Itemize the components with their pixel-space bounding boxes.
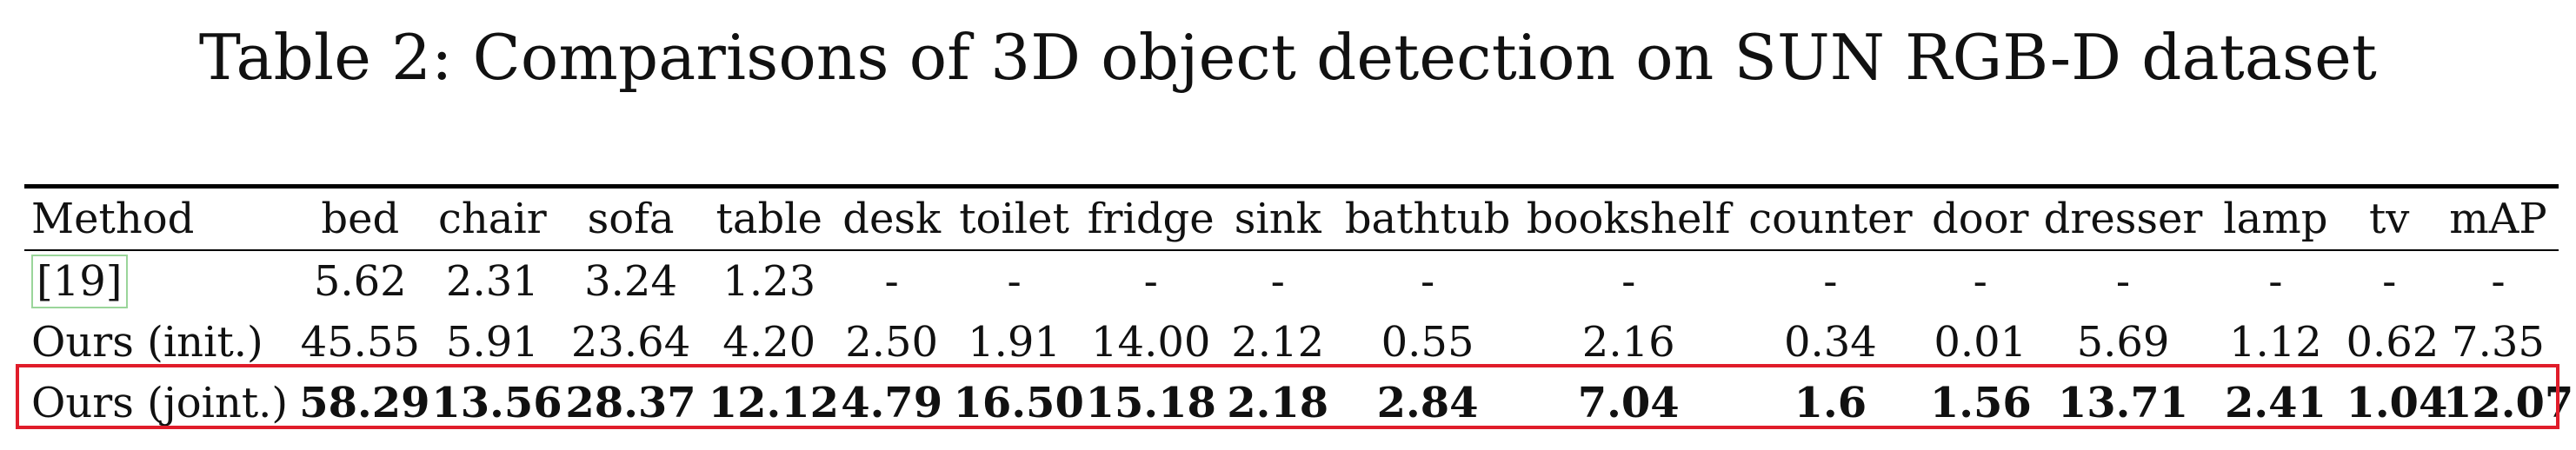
table-cell: 4.20 [722,318,816,367]
table-cell: - [1270,257,1285,306]
header-row: Method bed chair sofa table desk toilet … [24,186,2559,250]
table-cell: - [1420,257,1435,306]
table-cell: 4.79 [841,379,943,427]
table-cell: 7.04 [1577,379,1680,427]
table-cell: 45.55 [300,318,420,367]
table-cell: 2.16 [1581,318,1675,367]
table-cell: 1.04 [2346,379,2448,427]
header-bookshelf: bookshelf [1526,195,1731,243]
table-cell: 7.35 [2452,318,2545,367]
results-table-container: Method bed chair sofa table desk toilet … [24,184,2574,433]
table-cell: - [1143,257,1158,306]
table-cell: 16.50 [953,379,1084,427]
table-cell: 5.62 [313,257,407,306]
method-cell: [19] [24,250,294,312]
header-bed: bed [321,195,400,243]
header-sink: sink [1234,195,1321,243]
table-cell: - [884,257,899,306]
header-desk: desk [842,195,942,243]
table-cell: 12.07 [2442,379,2574,427]
table-cell: - [2491,257,2506,306]
header-counter: counter [1748,195,1913,243]
results-table: Method bed chair sofa table desk toilet … [24,184,2574,433]
table-cell: 28.37 [565,379,696,427]
table-caption: Table 2: Comparisons of 3D object detect… [198,21,2378,94]
table-cell: 23.64 [570,318,691,367]
table-cell: - [1823,257,1838,306]
table-cell: - [2268,257,2283,306]
header-sofa: sofa [587,195,675,243]
table-cell: 0.62 [2346,318,2440,367]
table-cell: 15.18 [1085,379,1216,427]
table-cell: 1.12 [2228,318,2322,367]
table-cell: - [2115,257,2131,306]
table-cell: 1.91 [968,318,1061,367]
table-cell: 58.29 [299,379,430,427]
table-cell: 2.50 [845,318,939,367]
table-row: [19] 5.62 2.31 3.24 1.23 - - - - - - - -… [24,250,2559,312]
table-cell: 2.18 [1227,379,1329,427]
table-cell: 3.24 [584,257,677,306]
header-dresser: dresser [2043,195,2203,243]
table-cell: 1.23 [722,257,816,306]
header-tv: tv [2368,195,2410,243]
header-bathtub: bathtub [1344,195,1511,243]
header-map: mAP [2449,195,2547,243]
table-cell: 12.12 [708,379,839,427]
table-cell: 2.84 [1376,379,1479,427]
table-cell: 1.6 [1794,379,1867,427]
header-chair: chair [438,195,547,243]
table-cell: 5.91 [445,318,539,367]
table-cell: 2.12 [1231,318,1325,367]
header-lamp: lamp [2223,195,2328,243]
table-cell: 0.34 [1783,318,1877,367]
header-table: table [716,195,822,243]
header-door: door [1932,195,2029,243]
table-cell: - [1621,257,1636,306]
table-row: Ours (init.) 45.55 5.91 23.64 4.20 2.50 … [24,312,2559,373]
table-cell: 0.01 [1934,318,2027,367]
header-toilet: toilet [959,195,1069,243]
method-cell: Ours (init.) [31,318,263,367]
table-cell: 2.31 [445,257,539,306]
method-cell: Ours (joint.) [31,379,289,427]
table-cell: 0.55 [1381,318,1474,367]
table-cell: - [2382,257,2397,306]
header-method: Method [31,195,195,243]
table-cell: 14.00 [1091,318,1211,367]
table-cell: 13.56 [431,379,562,427]
header-fridge: fridge [1087,195,1215,243]
table-cell: 13.71 [2057,379,2189,427]
table-row-highlighted: Ours (joint.) 58.29 13.56 28.37 12.12 4.… [24,373,2574,433]
citation-link[interactable]: [19] [31,255,128,308]
table-cell: - [1007,257,1022,306]
table-cell: 2.41 [2224,379,2326,427]
table-cell: - [1973,257,1987,306]
table-cell: 5.69 [2076,318,2170,367]
table-cell: 1.56 [1929,379,2032,427]
